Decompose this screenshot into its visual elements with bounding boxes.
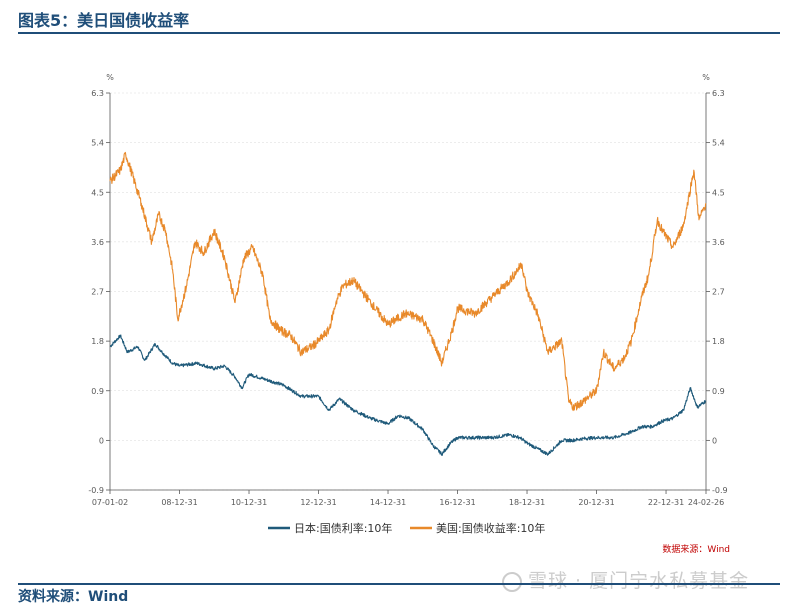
right-tick-label: 6.3 [712,89,725,98]
right-tick-label: 4.5 [712,188,725,197]
x-tick-label: 20-12-31 [578,498,614,507]
right-tick-label: 0 [712,436,717,445]
left-tick-label: 1.8 [91,337,104,346]
right-tick-label: 2.7 [712,288,725,297]
series-line-japan-10y [109,334,707,456]
left-tick-label: -0.9 [88,486,104,495]
series-group [109,151,707,456]
x-tick-label: 10-12-31 [231,498,267,507]
x-tick-label: 12-12-31 [300,498,336,507]
x-tick-label: 14-12-31 [370,498,406,507]
left-tick-label: 6.3 [91,89,104,98]
right-tick-label: 5.4 [712,139,725,148]
x-tick-label: 08-12-31 [161,498,197,507]
right-tick-label: -0.9 [712,486,728,495]
legend-label-japan: 日本:国债利率:10年 [294,521,392,535]
right-tick-label: 1.8 [712,337,725,346]
left-axis-ticks: -0.9 0 0.9 1.8 2.7 3.6 4.5 5.4 6.3 [88,89,110,495]
figure-title: 图表5：美日国债收益率 [18,11,190,30]
x-tick-label: 18-12-31 [509,498,545,507]
right-axis-ticks: -0.9 0 0.9 1.8 2.7 3.6 4.5 5.4 6.3 [706,89,728,495]
footer-rule [18,583,780,585]
right-axis-unit: % [702,73,710,82]
x-axis-ticks: 07-01-02 08-12-31 10-12-31 12-12-31 14-12-31… [92,490,724,507]
left-tick-label: 5.4 [91,139,104,148]
left-tick-label: 4.5 [91,188,104,197]
left-tick-label: 0 [99,436,104,445]
x-tick-label: 22-12-31 [648,498,684,507]
snowball-logo-icon [502,571,522,592]
legend-label-us: 美国:国债收益率:10年 [436,521,545,535]
left-axis-unit: % [106,73,114,82]
left-tick-label: 0.9 [91,387,104,396]
series-line-us-10y [109,151,707,412]
left-tick-label: 2.7 [91,288,104,297]
watermark: 雪球 · 厦门宁水私募基金 [502,566,749,593]
right-tick-label: 3.6 [712,238,725,247]
left-tick-label: 3.6 [91,238,104,247]
watermark-text: 雪球 · 厦门宁水私募基金 [528,570,750,592]
yield-chart: -0.9 0 0.9 1.8 2.7 3.6 4.5 5.4 6.3 -0.9 0 0.9 1.8 2.… [88,73,730,555]
data-source-note: 数据来源：Wind [662,543,730,555]
x-tick-label: 07-01-02 [92,498,128,507]
title-rule [18,32,780,34]
gridlines [110,92,706,491]
legend: 日本:国债利率:10年 美国:国债收益率:10年 [268,521,545,535]
x-tick-label: 24-02-26 [688,498,724,507]
x-tick-label: 16-12-31 [439,498,475,507]
right-tick-label: 0.9 [712,387,725,396]
source-note: 资料来源：Wind [18,589,129,605]
